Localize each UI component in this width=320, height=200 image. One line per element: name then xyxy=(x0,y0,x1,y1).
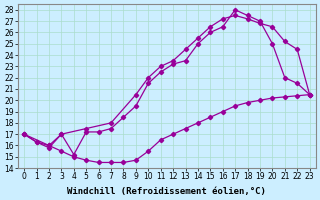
X-axis label: Windchill (Refroidissement éolien,°C): Windchill (Refroidissement éolien,°C) xyxy=(68,187,266,196)
